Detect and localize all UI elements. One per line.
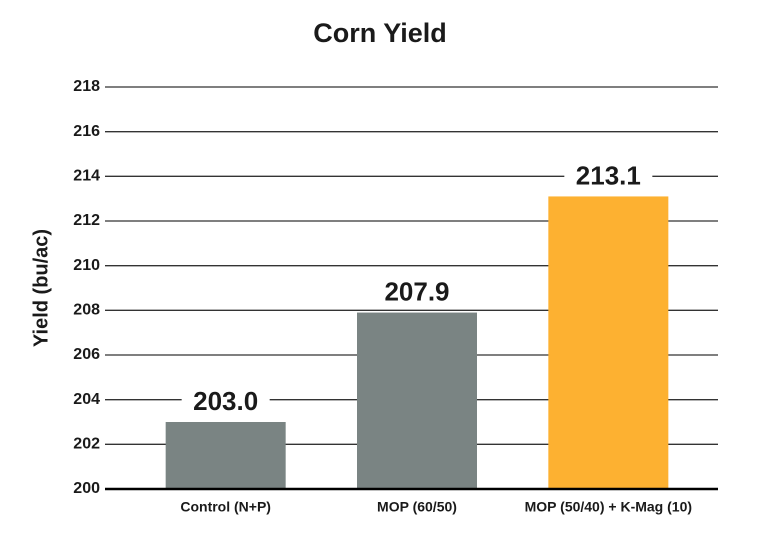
bar bbox=[548, 196, 669, 489]
y-tick-label: 200 bbox=[73, 480, 100, 497]
y-tick-label: 206 bbox=[73, 346, 100, 363]
bar bbox=[357, 312, 477, 489]
y-tick-label: 214 bbox=[73, 168, 100, 185]
value-label-bg bbox=[373, 278, 461, 307]
y-tick-label: 210 bbox=[73, 257, 100, 274]
chart-title: Corn Yield bbox=[313, 18, 447, 48]
x-tick-label: Control (N+P) bbox=[180, 499, 271, 515]
y-tick-label: 204 bbox=[73, 391, 100, 408]
value-label: 207.9 bbox=[384, 276, 449, 306]
y-tick-label: 212 bbox=[73, 212, 100, 229]
value-label-bg bbox=[564, 162, 653, 191]
y-axis-label: Yield (bu/ac) bbox=[30, 229, 52, 347]
y-tick-label: 202 bbox=[73, 436, 100, 453]
value-label-bg bbox=[181, 388, 270, 416]
value-label: 213.1 bbox=[576, 160, 641, 190]
bar bbox=[165, 422, 286, 489]
y-tick-label: 216 bbox=[73, 123, 100, 140]
value-label: 203.0 bbox=[193, 386, 258, 416]
x-tick-label: MOP (60/50) bbox=[377, 499, 457, 515]
y-tick-label: 218 bbox=[73, 78, 100, 95]
x-tick-label: MOP (50/40) + K-Mag (10) bbox=[525, 499, 692, 515]
y-tick-label: 208 bbox=[73, 302, 100, 319]
